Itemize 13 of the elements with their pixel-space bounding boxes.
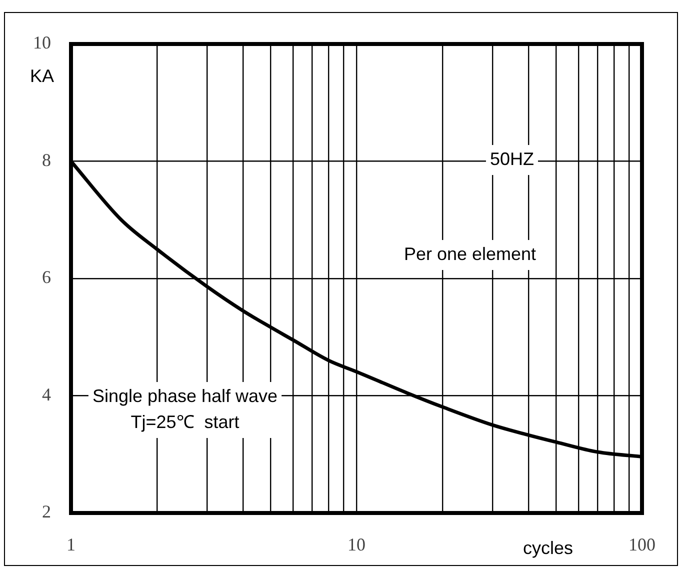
y-tick-label: 2 — [42, 502, 51, 522]
y-tick-label: 4 — [42, 384, 51, 404]
x-tick-label: 100 — [628, 534, 656, 555]
y-axis-title: KA — [30, 66, 54, 86]
y-tick-label: 10 — [33, 32, 51, 53]
x-axis-title: cycles — [522, 538, 574, 558]
annotation: Single phase half wave Tj=25℃ start — [92, 386, 278, 432]
y-tick-label: 6 — [42, 267, 51, 288]
annotation: 50HZ — [490, 148, 534, 169]
annotation: Per one element — [404, 244, 536, 264]
y-tick-label: 8 — [42, 150, 51, 170]
x-tick-label: 10 — [348, 534, 366, 555]
x-tick-label: 1 — [66, 534, 76, 555]
